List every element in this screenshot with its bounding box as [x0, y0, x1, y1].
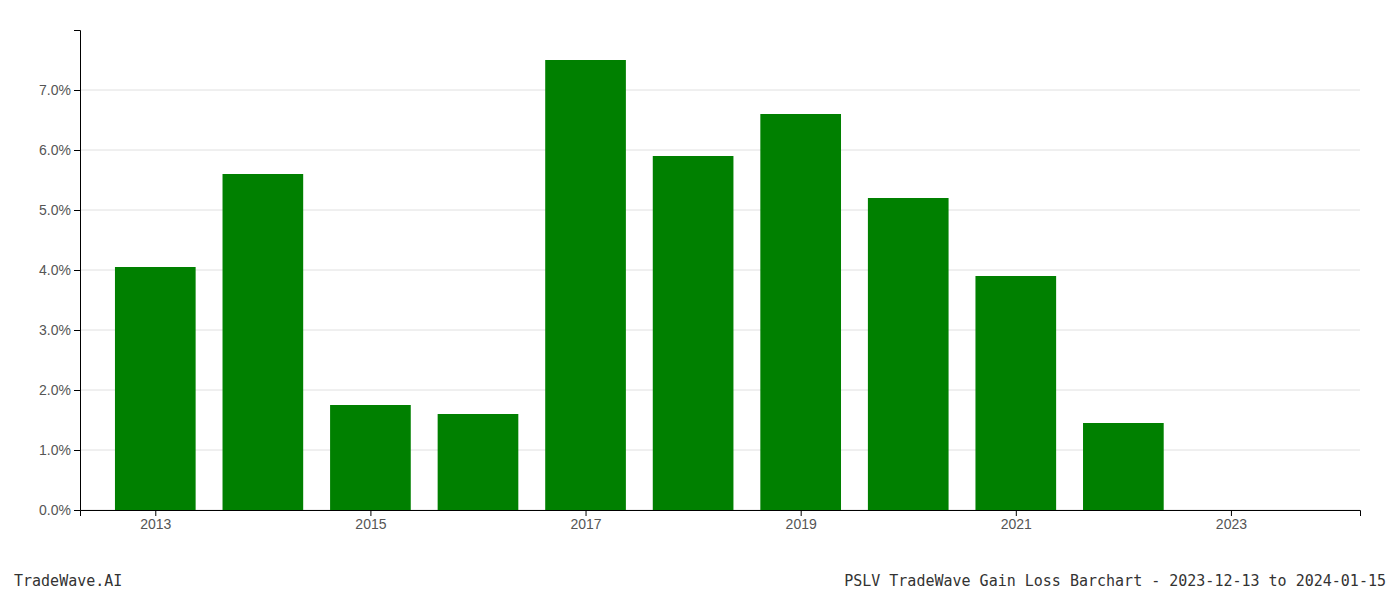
x-tick: 2019	[786, 510, 817, 532]
y-axis: 0.0% 1.0% 2.0% 3.0% 4.0% 5.0% 6.0% 7.0%	[39, 31, 80, 518]
chart-container: 0.0% 1.0% 2.0% 3.0% 4.0% 5.0% 6.0% 7.0% 2013 2015…	[0, 0, 1400, 600]
y-tick-label: 0.0%	[39, 502, 71, 518]
x-tick-label: 2013	[140, 516, 171, 532]
chart-svg: 0.0% 1.0% 2.0% 3.0% 4.0% 5.0% 6.0% 7.0% 2013 2015…	[0, 0, 1400, 600]
bar	[438, 414, 519, 510]
bar	[760, 114, 841, 510]
x-tick: 2017	[570, 510, 601, 532]
title: PSLV TradeWave Gain Loss Barchart - 2023…	[844, 572, 1386, 590]
y-tick-label: 7.0%	[39, 82, 71, 98]
bar	[223, 174, 304, 510]
y-tick-mark	[74, 510, 80, 511]
x-axis-line	[81, 511, 1361, 517]
bar	[653, 156, 734, 510]
y-tick: 4.0%	[39, 262, 80, 278]
y-axis-line	[74, 31, 81, 511]
plot-area: 0.0% 1.0% 2.0% 3.0% 4.0% 5.0% 6.0% 7.0% 2013 2015…	[39, 31, 1360, 532]
bar	[975, 276, 1056, 510]
x-axis: 2013 2015 2017 2019 2021 2023	[81, 510, 1361, 532]
grid-line	[80, 150, 1360, 151]
y-tick-label: 1.0%	[39, 442, 71, 458]
y-tick: 3.0%	[39, 322, 80, 338]
bar	[115, 267, 196, 510]
x-tick: 2015	[355, 510, 386, 532]
y-tick-label: 2.0%	[39, 382, 71, 398]
x-tick: 2021	[1001, 510, 1032, 532]
x-tick-label: 2017	[570, 516, 601, 532]
x-tick: 2013	[140, 510, 171, 532]
y-tick-mark	[74, 150, 80, 151]
x-tick-label: 2019	[786, 516, 817, 532]
watermark: TradeWave.AI	[14, 572, 122, 590]
y-tick-label: 6.0%	[39, 142, 71, 158]
bar	[1083, 423, 1164, 510]
y-tick-label: 3.0%	[39, 322, 71, 338]
x-tick-label: 2023	[1216, 516, 1247, 532]
y-tick-mark	[74, 330, 80, 331]
y-tick-mark	[74, 90, 80, 91]
bar	[330, 405, 411, 510]
y-tick: 2.0%	[39, 382, 80, 398]
bars	[115, 60, 1164, 510]
x-tick: 2023	[1216, 510, 1247, 532]
x-tick-label: 2015	[355, 516, 386, 532]
y-tick-mark	[74, 270, 80, 271]
y-tick-label: 5.0%	[39, 202, 71, 218]
y-tick: 5.0%	[39, 202, 80, 218]
x-tick-label: 2021	[1001, 516, 1032, 532]
grid-line	[80, 90, 1360, 91]
y-tick: 7.0%	[39, 82, 80, 98]
y-tick: 0.0%	[39, 502, 80, 518]
y-tick-label: 4.0%	[39, 262, 71, 278]
y-tick-mark	[74, 390, 80, 391]
y-tick: 1.0%	[39, 442, 80, 458]
y-tick-mark	[74, 210, 80, 211]
y-tick: 6.0%	[39, 142, 80, 158]
grid	[80, 90, 1360, 510]
bar	[545, 60, 626, 510]
y-tick-mark	[74, 450, 80, 451]
bar	[868, 198, 949, 510]
